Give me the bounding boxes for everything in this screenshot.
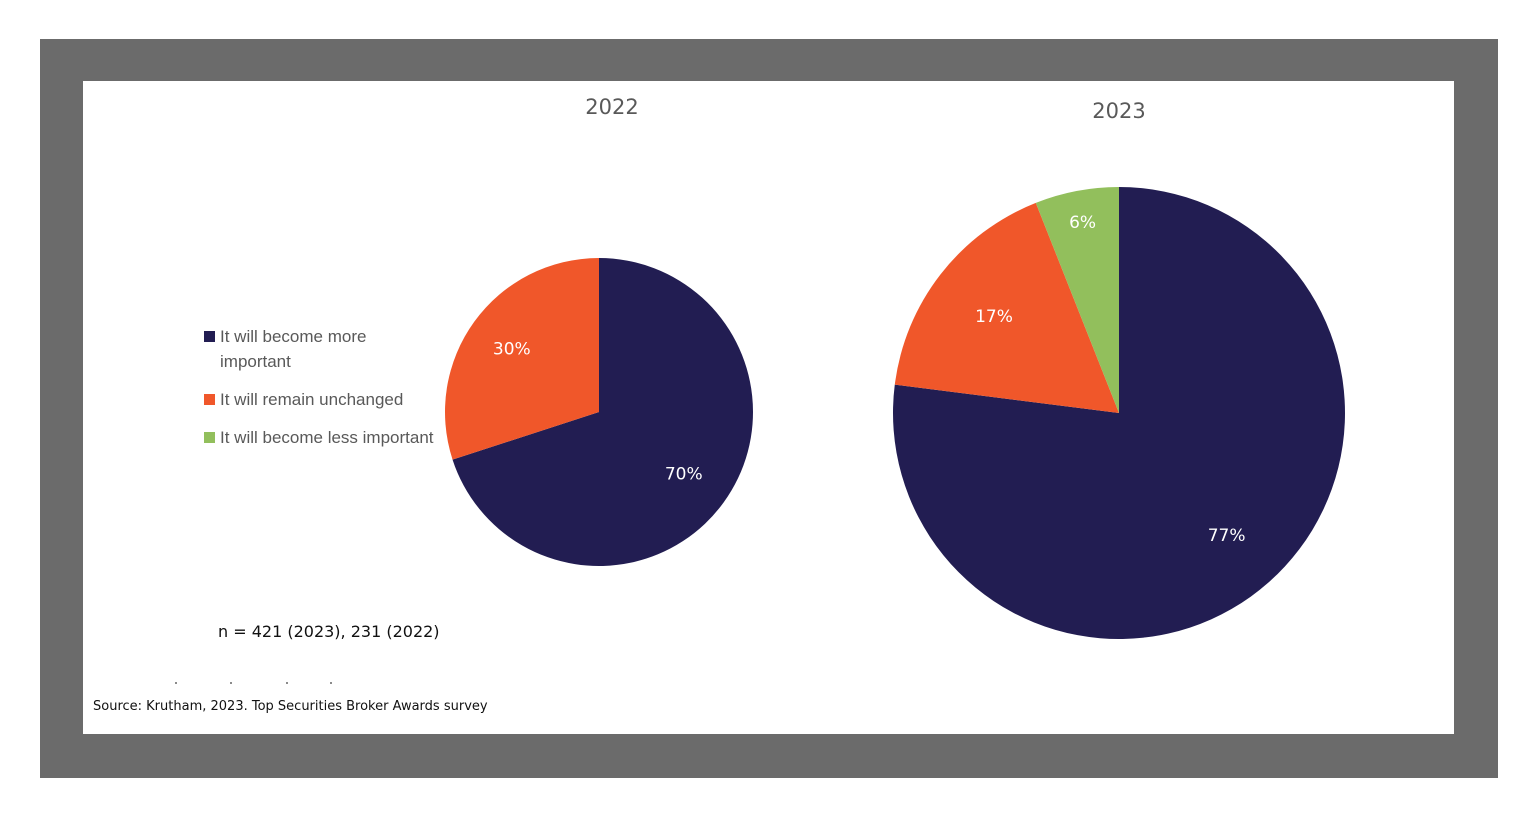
legend-label: It will remain unchanged [220,390,404,409]
pie-slice-2022-more-important [452,258,754,566]
decorative-dot [230,682,232,684]
pie-slice-2022-unchanged [445,258,599,460]
source-note: Source: Krutham, 2023. Top Securities Br… [93,699,488,714]
pie-slice-2023-unchanged [894,202,1119,413]
data-label-2023-more-important: 77% [1208,526,1246,546]
data-label-2022-more-important: 70% [665,465,703,485]
legend-swatch-more-important [204,331,215,342]
legend-item-unchanged: It will remain unchanged [204,387,434,412]
chart-title-2022: 2022 [585,95,638,119]
legend-swatch-less-important [204,432,215,443]
chart-title-2023: 2023 [1092,99,1145,123]
legend: It will become more important It will re… [204,324,434,463]
data-label-2022-unchanged: 30% [493,340,531,360]
legend-swatch-unchanged [204,394,215,405]
legend-item-less-important: It will become less important [204,425,434,450]
legend-label: It will become more important [220,327,367,371]
legend-label: It will become less important [220,428,434,447]
decorative-dot [175,682,177,684]
legend-item-more-important: It will become more important [204,324,434,374]
sample-size-note: n = 421 (2023), 231 (2022) [218,622,440,641]
pie-2023: 77% 17% 6% [893,187,1345,639]
pie-slice-2023-less-important [1035,187,1119,413]
decorative-dot [330,682,332,684]
data-label-2023-less-important: 6% [1069,213,1096,233]
decorative-dot [286,682,288,684]
data-label-2023-unchanged: 17% [975,307,1013,327]
pie-2022: 70% 30% [445,258,754,566]
